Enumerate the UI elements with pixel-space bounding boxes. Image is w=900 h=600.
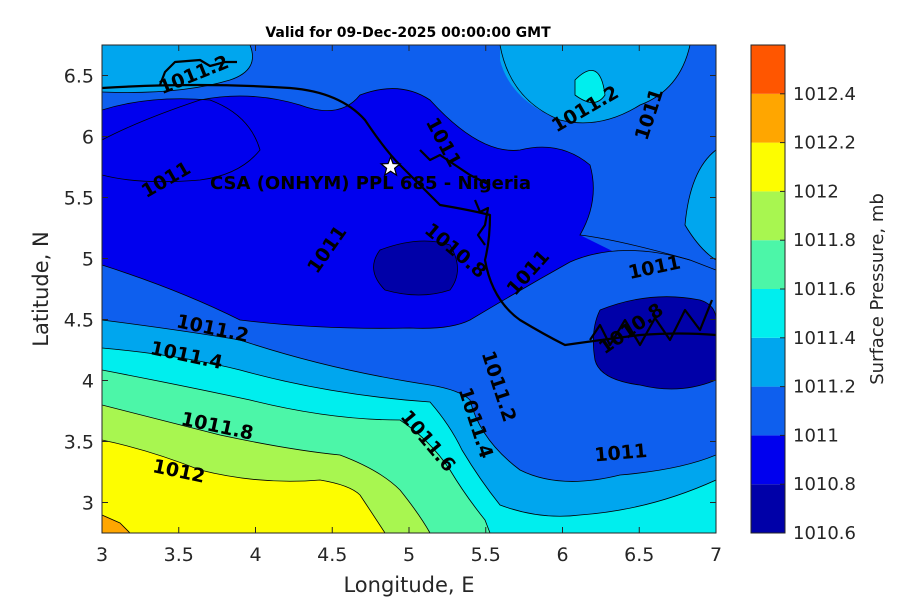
- isoline-1011.2-e: [684, 149, 716, 261]
- y-tick-label: 6: [82, 127, 94, 149]
- band-1012: [102, 440, 385, 533]
- x-tick-label: 5: [403, 544, 415, 566]
- band-1011.2-east: [685, 150, 716, 260]
- y-tick-label: 5: [82, 249, 94, 271]
- coastline-delta-c: [589, 299, 714, 347]
- colorbar-band: [751, 484, 785, 533]
- colorbar-tick-label: 1011.4: [793, 328, 856, 349]
- colorbar-band: [751, 93, 785, 143]
- colorbar-frame: [750, 44, 786, 534]
- isoline-1010.6-c: [373, 240, 458, 296]
- colorbar-band: [751, 240, 785, 289]
- colorbar-band: [751, 435, 785, 485]
- colorbar-tick-label: 1011.2: [793, 377, 856, 398]
- y-tick-label: 4.5: [64, 310, 94, 332]
- isoline-1011-north: [102, 88, 716, 271]
- y-axis: 3 3.5 4 4.5 5 5.5 6 6.5: [64, 66, 716, 515]
- isoline-1011.8: [102, 404, 431, 533]
- colorbar-tick-label: 1012.4: [793, 84, 856, 105]
- colorbar: 1010.6 1010.8 1011 1011.2 1011.4 1011.6 1011.8…: [751, 45, 856, 544]
- contour-lines: [102, 45, 716, 533]
- colorbar-tick-label: 1010.8: [793, 474, 856, 495]
- y-tick-label: 4: [82, 371, 94, 393]
- isoline-1012: [102, 439, 386, 533]
- coastline-delta-a: [419, 149, 491, 186]
- y-tick-label: 3.5: [64, 432, 94, 454]
- isoline-1012.2: [102, 514, 131, 533]
- colorbar-tick-label: 1011: [793, 425, 839, 446]
- colorbar-tick-label: 1010.6: [793, 523, 856, 544]
- y-tick-label: 5.5: [64, 188, 94, 210]
- band-1011.4-north: [575, 70, 605, 103]
- isoline-1011.4-n: [574, 69, 606, 103]
- x-axis-label: Longitude, E: [343, 573, 474, 597]
- colorbar-tick-label: 1012.2: [793, 133, 856, 154]
- isoline-1010.8-w: [102, 98, 261, 183]
- x-tick-label: 4: [249, 544, 261, 566]
- x-tick-label: 7: [710, 544, 722, 566]
- band-1010.8-west: [102, 98, 260, 182]
- site-label: CSA (ONHYM) PPL 685 - Nigeria: [210, 173, 531, 194]
- x-tick-label: 6.5: [624, 544, 654, 566]
- band-1010.6-center: [373, 241, 458, 295]
- y-tick-label: 6.5: [64, 66, 94, 88]
- isoline-1011.2-s: [102, 319, 716, 482]
- x-tick-label: 6: [556, 544, 568, 566]
- y-axis-label: Latitude, N: [29, 231, 53, 347]
- x-tick-label: 3: [96, 544, 108, 566]
- site-star-icon: [379, 155, 402, 177]
- isoline-1011.4-s: [102, 347, 716, 517]
- colorbar-tick-label: 1012: [793, 181, 839, 202]
- colorbar-label: Surface Pressure, mb: [867, 193, 888, 385]
- contour-label: 1011: [593, 440, 648, 467]
- colorbar-band: [751, 191, 785, 241]
- coastline: [102, 58, 716, 347]
- isoline-1011.6: [102, 369, 491, 533]
- band-1012.2: [102, 515, 130, 533]
- colorbar-band: [751, 337, 785, 387]
- x-tick-label: 5.5: [471, 544, 501, 566]
- colorbar-band: [751, 45, 785, 94]
- x-axis: 3 3.5 4 4.5 5 5.5 6 6.5 7: [96, 45, 722, 566]
- colorbar-band: [751, 289, 785, 338]
- y-tick-label: 3: [82, 493, 94, 515]
- isoline-1011.2-nw: [102, 45, 253, 93]
- chart-title: Valid for 09-Dec-2025 00:00:00 GMT: [265, 25, 551, 41]
- isoline-1011-south: [102, 250, 691, 329]
- colorbar-band: [751, 142, 785, 192]
- colorbar-tick-label: 1011.6: [793, 279, 856, 300]
- coastline-lagoon: [158, 58, 237, 86]
- band-1011.2-northwest: [102, 45, 253, 93]
- x-tick-label: 3.5: [164, 544, 194, 566]
- x-tick-label: 4.5: [317, 544, 347, 566]
- coastline-main: [102, 83, 716, 347]
- site-marker-group: CSA (ONHYM) PPL 685 - Nigeria: [210, 155, 531, 194]
- colorbar-tick-label: 1011.8: [793, 230, 856, 251]
- coastline-delta-b: [473, 199, 490, 246]
- isoline-1011.2-ne: [499, 45, 691, 124]
- colorbar-band: [751, 386, 785, 436]
